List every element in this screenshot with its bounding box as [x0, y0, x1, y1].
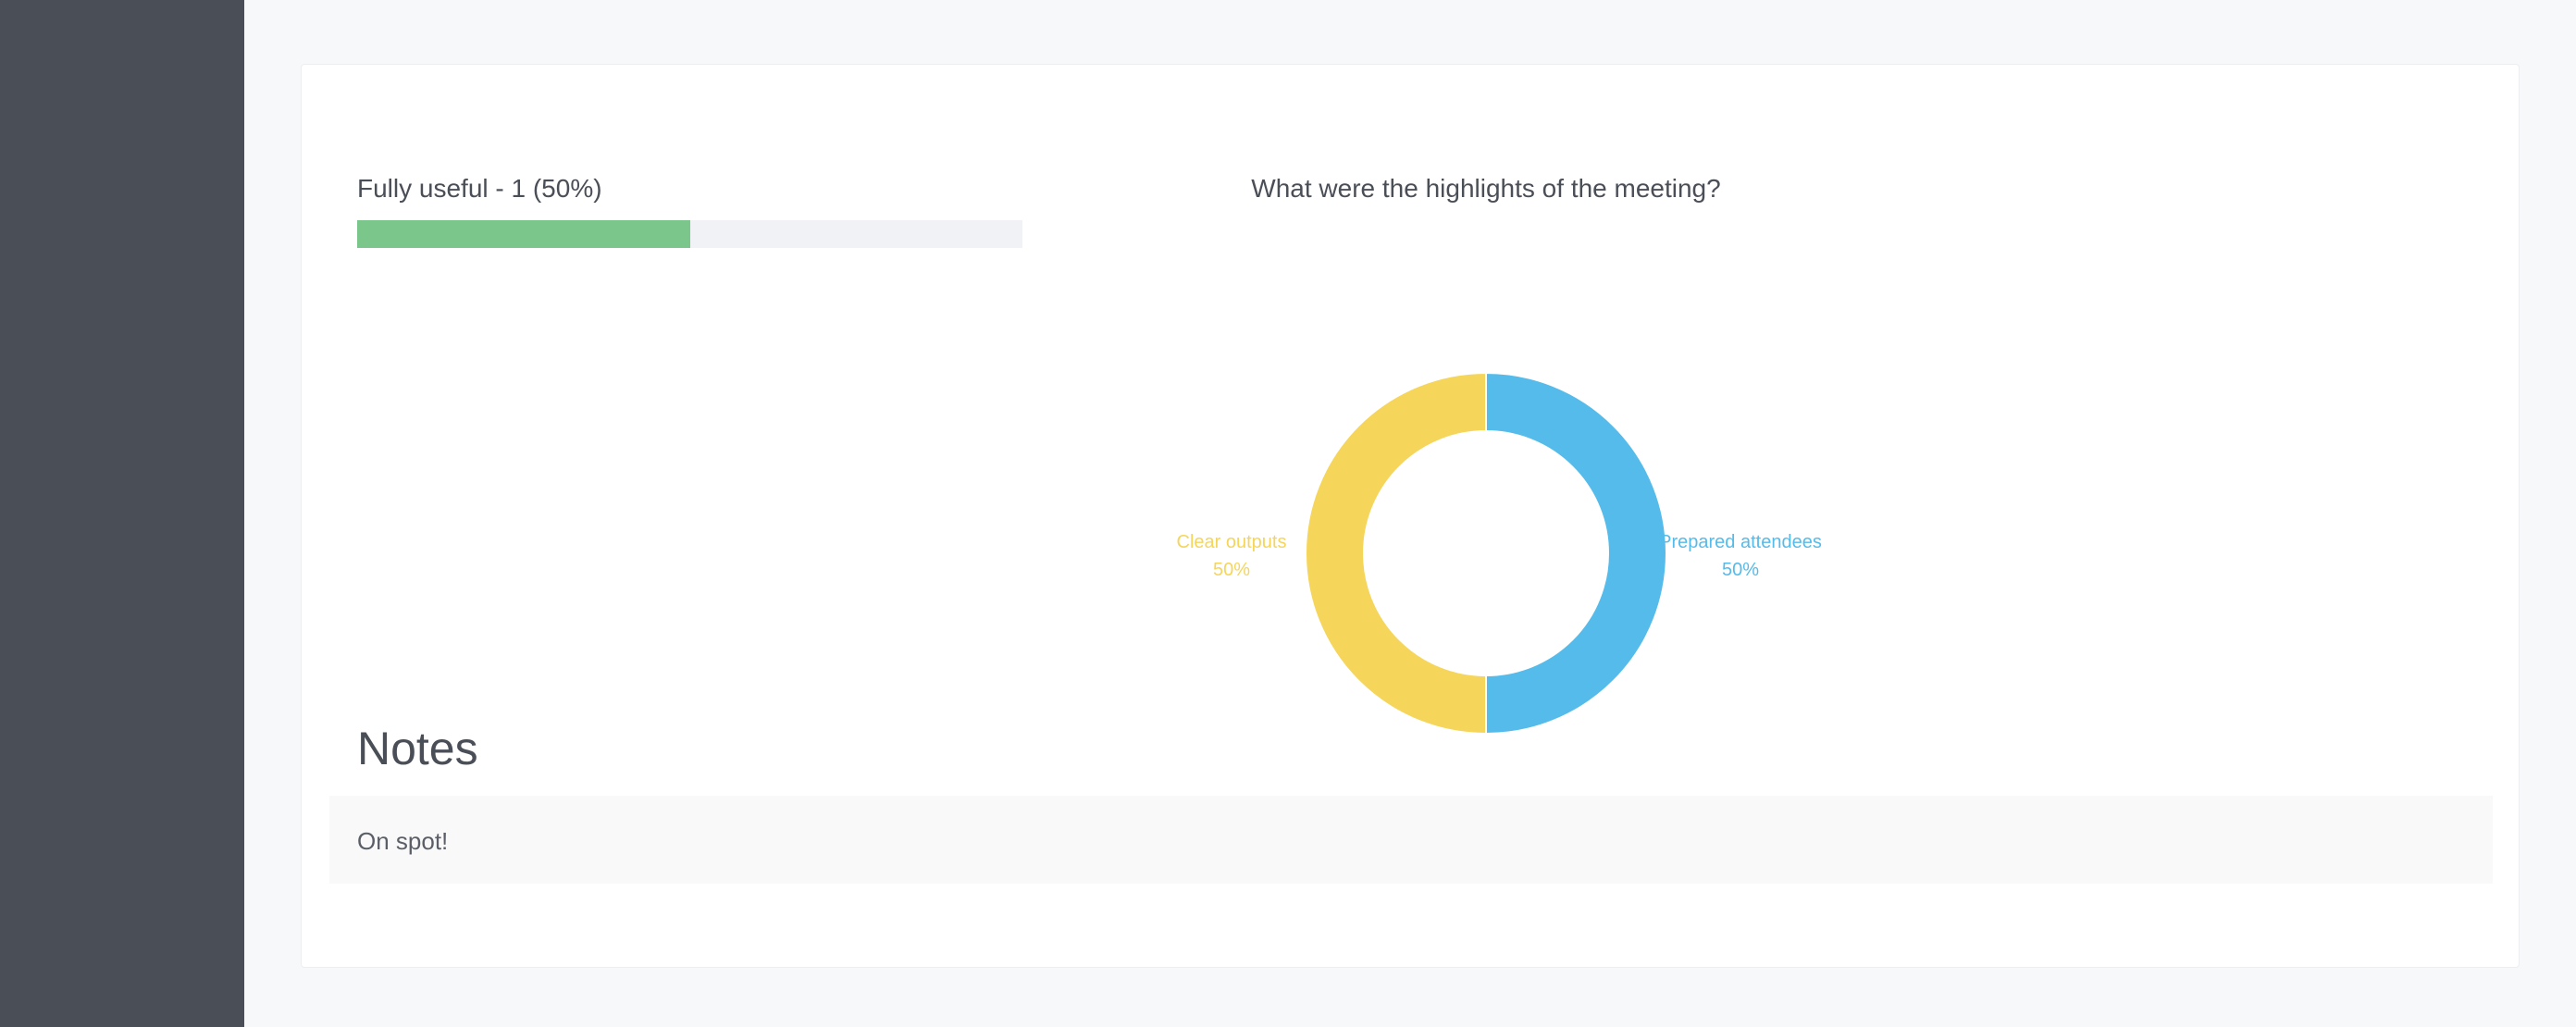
slice-label-1: Clear outputs [1177, 532, 1287, 552]
donut-slice-1 [1305, 371, 1487, 736]
notes-box: On spot! [329, 796, 2493, 884]
sidebar [0, 0, 244, 1027]
notes-heading: Notes [357, 723, 478, 774]
results-card: Fully useful - 1 (50%) What were the hig… [301, 64, 2520, 968]
slice-label-0: Prepared attendees [1659, 532, 1822, 552]
slice-value-0: 50% [1722, 560, 1759, 580]
progress-bar-fill [357, 220, 690, 248]
donut-chart: Prepared attendees 50% Clear outputs 50% [1177, 371, 1822, 736]
donut-slice-0 [1485, 371, 1667, 736]
progress-label: Fully useful - 1 (50%) [357, 174, 602, 203]
progress-bar-track [357, 220, 1022, 248]
chart-title: What were the highlights of the meeting? [1251, 174, 1721, 203]
notes-text: On spot! [357, 827, 449, 855]
slice-value-1: 50% [1213, 560, 1250, 580]
